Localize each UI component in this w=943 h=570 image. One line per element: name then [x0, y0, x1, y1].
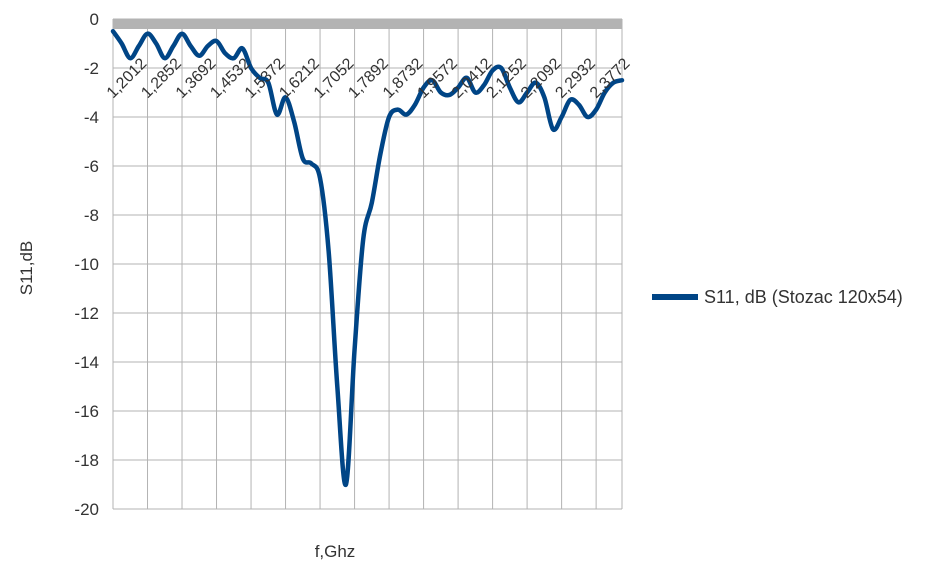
y-tick-label: -6: [84, 157, 99, 176]
y-axis-title: S11,dB: [17, 241, 36, 296]
y-tick-label: -10: [74, 255, 99, 274]
y-tick-label: -8: [84, 206, 99, 225]
y-tick-labels: 0 -2 -4 -6 -8 -10 -12 -14 -16 -18 -20: [74, 10, 99, 519]
series-line-s11: [110, 29, 625, 487]
y-tick-label: -2: [84, 59, 99, 78]
plot-frame: [112, 19, 622, 510]
y-tick-label: -20: [74, 500, 99, 519]
legend-label: S11, dB (Stozac 120x54): [704, 287, 903, 307]
y-tick-label: -12: [74, 304, 99, 323]
y-tick-label: -14: [74, 353, 99, 372]
y-tick-label: -18: [74, 451, 99, 470]
series-lines: [110, 29, 625, 487]
legend: S11, dB (Stozac 120x54): [652, 287, 903, 307]
y-tick-label: -4: [84, 108, 99, 127]
y-tick-label: -16: [74, 402, 99, 421]
zero-axis-band: [113, 19, 622, 29]
x-tick-labels: 1,20121,28521,36921,45321,53721,62121,70…: [104, 55, 634, 102]
x-axis-title: f,Ghz: [315, 542, 356, 561]
y-tick-label: 0: [90, 10, 99, 29]
